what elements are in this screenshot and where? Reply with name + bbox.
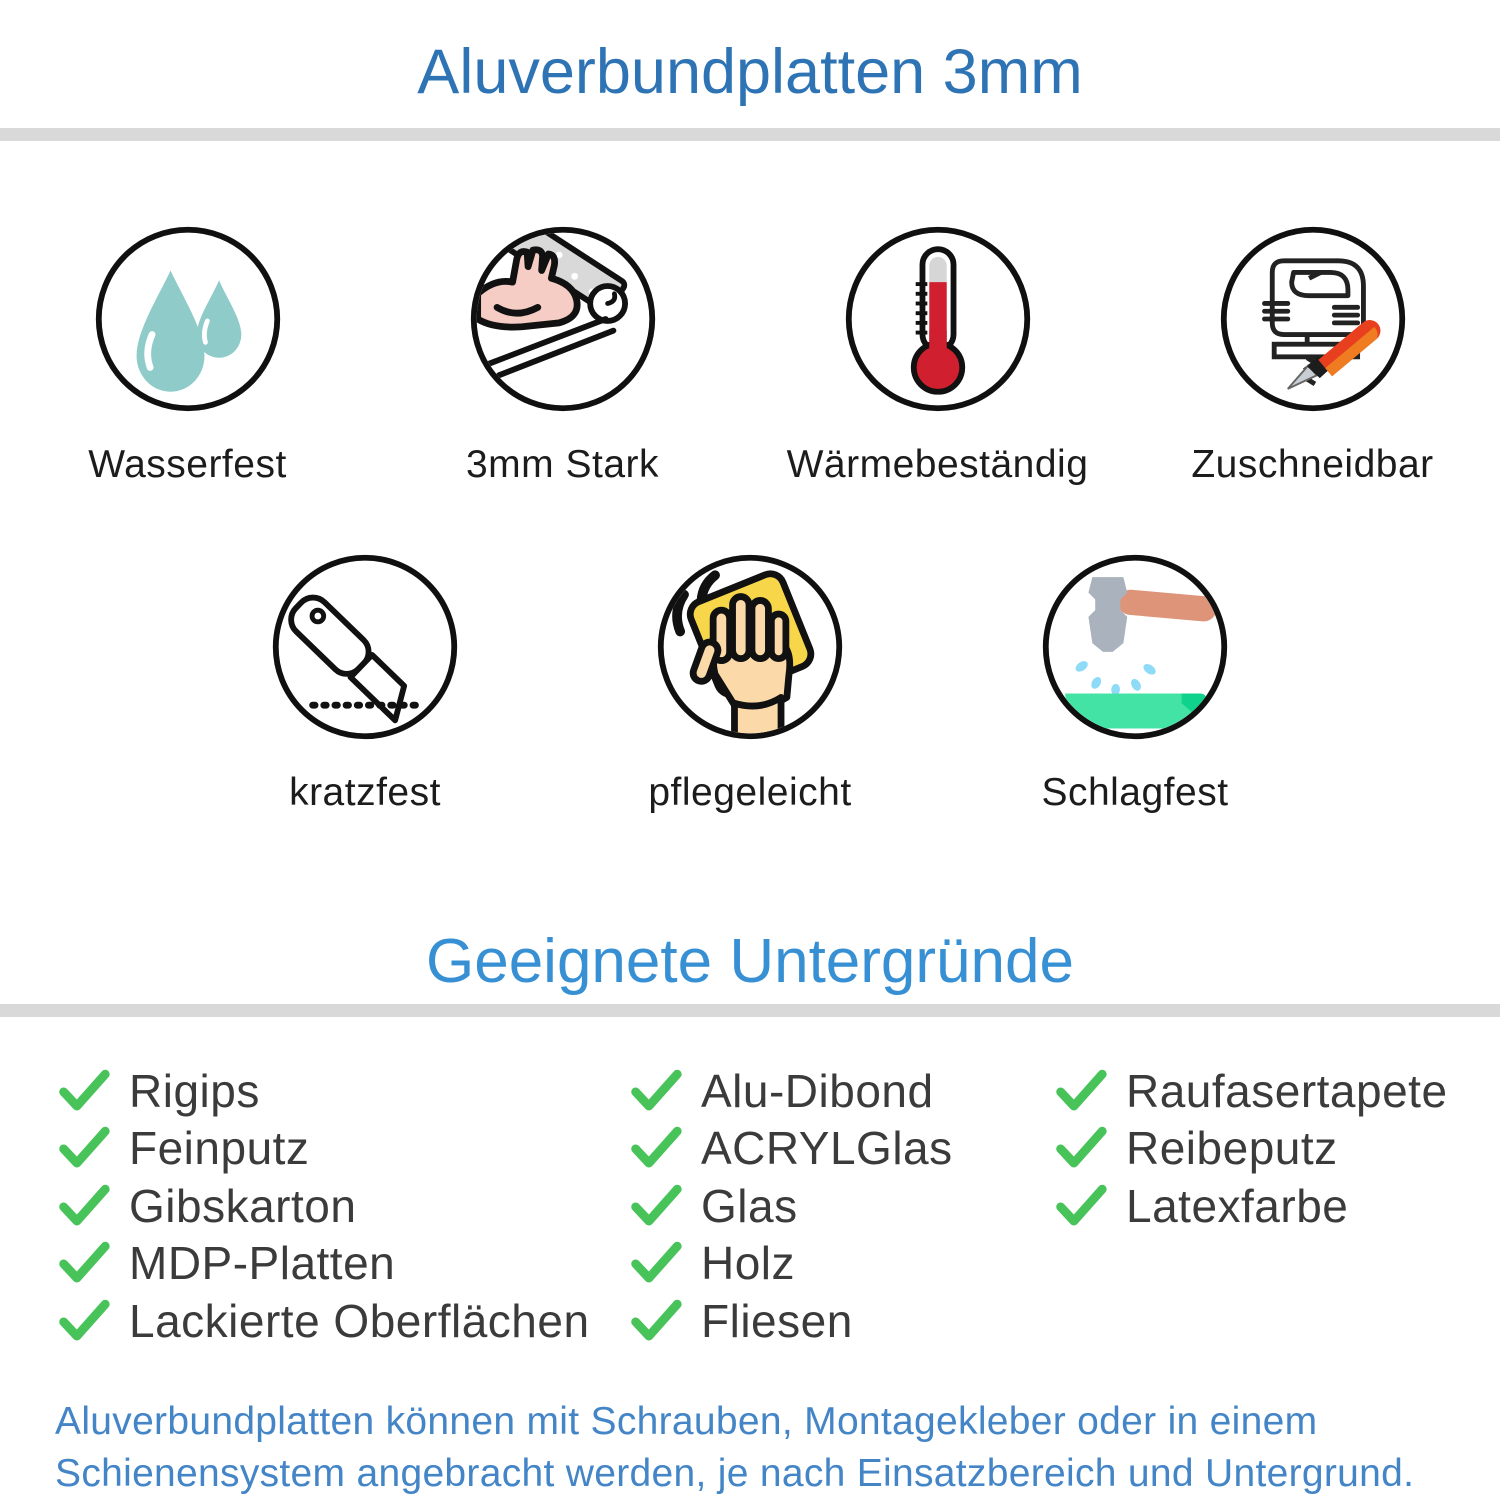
checklist-item: Rigips	[55, 1062, 627, 1120]
checkmark-icon	[59, 1299, 110, 1341]
feature-label: 3mm Stark	[465, 443, 660, 486]
feature-label: Wasserfest	[88, 443, 287, 486]
checklist-item: Lackierte Oberflächen	[55, 1292, 627, 1350]
checkmark-icon	[631, 1242, 682, 1283]
checkmark-icon	[59, 1069, 110, 1111]
feature-label: Schlagfest	[1041, 771, 1229, 814]
jigsaw-knife-icon	[1220, 226, 1405, 412]
checklist-item: Gibskarton	[55, 1177, 627, 1235]
page-title: Aluverbundplatten 3mm	[417, 37, 1083, 107]
thermometer-icon	[845, 226, 1030, 412]
feature-label: pflegeleicht	[648, 771, 852, 814]
section-title-substrates: Geeignete Untergründe	[425, 927, 1074, 996]
checklist-item-label: ACRYLGlas	[701, 1122, 953, 1175]
checklist-item-label: Lackierte Oberflächen	[129, 1294, 590, 1347]
feature-heat-resistant: Wärmebeständig	[750, 222, 1125, 487]
checklist-item: Latexfarbe	[1052, 1177, 1448, 1235]
wiping-hand-icon	[657, 554, 843, 740]
checklist-item: Alu-Dibond	[627, 1062, 1052, 1120]
checklist-item: Holz	[627, 1235, 1052, 1293]
checkmark-icon	[631, 1299, 682, 1341]
substrate-checklist: Rigips Feinputz Gibskarton	[55, 1062, 1448, 1350]
checklist-item-label: Raufasertapete	[1126, 1064, 1448, 1117]
utility-knife-icon	[272, 554, 458, 740]
checklist-item-label: Alu-Dibond	[701, 1064, 934, 1117]
checkmark-icon	[631, 1127, 682, 1168]
checklist-item: MDP-Platten	[55, 1235, 627, 1293]
feature-cuttable: Zuschneidbar	[1125, 222, 1500, 487]
checklist-item: Reibeputz	[1052, 1120, 1448, 1178]
checklist-item-label: Rigips	[129, 1064, 260, 1117]
checklist-item-label: Fliesen	[701, 1294, 853, 1347]
checkmark-icon	[1056, 1127, 1107, 1168]
muscle-arm-icon	[470, 226, 655, 412]
hammer-impact-icon	[1042, 554, 1228, 740]
checkmark-icon	[59, 1242, 110, 1283]
feature-scratchproof: kratzfest	[173, 550, 558, 815]
feature-impact-resistant: Schlagfest	[943, 550, 1328, 815]
feature-thickness: 3mm Stark	[375, 222, 750, 487]
checklist-item-label: MDP-Platten	[129, 1237, 396, 1290]
checklist-column-1: Rigips Feinputz Gibskarton	[55, 1062, 627, 1350]
checklist-item-label: Glas	[701, 1179, 798, 1232]
checklist-item: Glas	[627, 1177, 1052, 1235]
feature-waterproof: Wasserfest	[0, 222, 375, 487]
divider	[0, 1004, 1500, 1017]
checkmark-icon	[1056, 1184, 1107, 1226]
divider	[0, 128, 1500, 141]
checkmark-icon	[1056, 1069, 1107, 1111]
feature-easycare: pflegeleicht	[558, 550, 943, 815]
checklist-item-label: Latexfarbe	[1126, 1179, 1349, 1232]
checklist-item: ACRYLGlas	[627, 1120, 1052, 1178]
mounting-note: Aluverbundplatten können mit Schrauben, …	[55, 1400, 1415, 1495]
feature-label: kratzfest	[289, 771, 441, 814]
checkmark-icon	[59, 1184, 110, 1226]
checklist-item: Raufasertapete	[1052, 1062, 1448, 1120]
checklist-item-label: Feinputz	[129, 1122, 310, 1175]
water-drops-icon	[95, 226, 280, 412]
checklist-item: Feinputz	[55, 1120, 627, 1178]
feature-row-1: Wasserfest	[0, 222, 1500, 487]
checkmark-icon	[631, 1184, 682, 1226]
feature-label: Wärmebeständig	[786, 443, 1089, 486]
checklist-column-3: Raufasertapete Reibeputz Latexfarbe	[1052, 1062, 1448, 1350]
checklist-item: Fliesen	[627, 1292, 1052, 1350]
checklist-item-label: Gibskarton	[129, 1179, 357, 1232]
feature-label: Zuschneidbar	[1191, 443, 1434, 486]
checkmark-icon	[59, 1127, 110, 1168]
checkmark-icon	[631, 1069, 682, 1111]
checklist-column-2: Alu-Dibond ACRYLGlas Glas	[627, 1062, 1052, 1350]
checklist-item-label: Holz	[701, 1237, 796, 1290]
checklist-item-label: Reibeputz	[1126, 1122, 1338, 1175]
feature-row-2: kratzfest	[0, 550, 1500, 815]
